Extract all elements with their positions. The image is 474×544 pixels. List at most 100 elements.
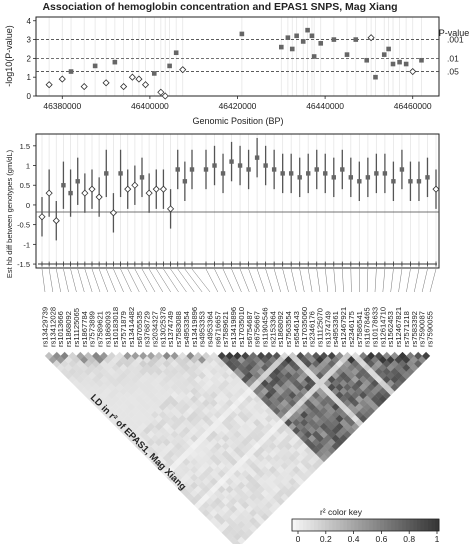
middle-y-tick-label: 0 (26, 201, 30, 210)
top-point-open (102, 79, 110, 87)
top-point (403, 61, 409, 67)
snp-label: rs7586541 (355, 311, 364, 347)
snp-label: rs13025378 (158, 307, 167, 347)
color-key-cell (350, 519, 355, 531)
top-point-open (58, 75, 66, 83)
middle-y-tick-label: 1.5 (20, 142, 30, 151)
top-point (167, 63, 172, 69)
snp-label: rs12467921 (339, 307, 348, 347)
estimate-point-open (159, 185, 167, 193)
color-key-cell (317, 519, 322, 531)
snp-connector (406, 268, 411, 293)
color-key-gradient (292, 519, 440, 531)
estimate-point (212, 163, 217, 168)
color-key-cell (387, 519, 392, 531)
snp-label: rs7571218 (402, 311, 411, 347)
color-key: r² color key 0 0.2 0.4 0.6 0.8 1 (291, 507, 440, 544)
top-x-tick-label: 46440000 (306, 101, 344, 111)
top-y-tick-label: 4 (27, 17, 32, 26)
color-key-cell (424, 519, 429, 531)
estimate-point (280, 171, 285, 176)
color-key-cell (394, 519, 400, 531)
estimate-point (118, 171, 123, 176)
middle-y-tick-label: -1.5 (17, 260, 30, 269)
snp-label: rs2346175 (347, 311, 356, 347)
snp-label: rs7589621 (96, 311, 105, 347)
estimate-point (297, 175, 302, 180)
snp-connector (70, 268, 77, 293)
snp-connector (374, 268, 377, 293)
estimate-point (139, 175, 145, 180)
color-key-tick-label: 0.6 (375, 534, 387, 544)
estimate-point (348, 175, 354, 180)
top-point-open (141, 81, 150, 89)
top-point (309, 33, 315, 39)
snp-connector (63, 268, 69, 293)
middle-y-tick-label: 0.5 (20, 181, 30, 190)
estimate-point (61, 183, 66, 188)
snp-connector (120, 268, 132, 293)
color-key-cell (383, 519, 389, 531)
top-point-open (179, 66, 187, 74)
snp-connector (421, 268, 428, 293)
snp-connector (48, 268, 54, 293)
snp-connector (273, 268, 281, 293)
top-point (381, 52, 387, 57)
snp-label: rs7563554 (284, 311, 293, 347)
color-key-cell (306, 519, 311, 531)
color-key-cell (343, 519, 348, 531)
snp-connector (77, 268, 85, 293)
snp-label: rs13429739 (41, 307, 50, 347)
top-point (419, 57, 424, 63)
estimate-point-open (124, 185, 132, 193)
snp-label: rs13419896 (229, 307, 238, 347)
snp-label: rs10178633 (371, 307, 380, 347)
estimate-point (374, 171, 379, 176)
snp-label: rs7590055 (426, 311, 435, 347)
top-point (294, 33, 299, 39)
estimate-point (75, 179, 80, 184)
top-x-tick-label: 46460000 (394, 101, 432, 111)
top-point (68, 69, 74, 74)
middle-frame (35, 133, 440, 269)
color-key-frame (291, 518, 440, 532)
snp-connector (282, 268, 289, 293)
estimate-point (175, 167, 180, 172)
top-point-open (161, 92, 169, 100)
snp-label: rs6546143 (292, 311, 301, 347)
snp-connector (231, 268, 242, 293)
estimate-point (246, 167, 251, 172)
color-key-cell (314, 519, 319, 531)
snp-connector (106, 268, 116, 293)
snp-label: rs12614710 (378, 307, 387, 347)
estimate-point-open (131, 181, 139, 189)
estimate-point (288, 171, 294, 176)
estimate-point (365, 175, 371, 180)
pvalue-title: P-value (439, 28, 470, 38)
pvalue-label: .001 (447, 35, 464, 45)
top-point (331, 37, 337, 42)
top-y-axis-label: -log10(P-value) (4, 25, 14, 87)
snp-labels: rs13429739rs13412028rs1013666rs1868092rs… (41, 307, 435, 347)
top-point (239, 31, 245, 37)
top-point-open (128, 73, 136, 81)
top-point (318, 41, 324, 46)
color-key-cell (435, 519, 440, 531)
snp-label: rs7571879 (119, 311, 128, 347)
estimate-point-open (88, 185, 96, 193)
snp-label: rs17035010 (237, 307, 246, 347)
snp-connector (239, 268, 250, 293)
estimate-point-open (152, 185, 160, 193)
top-frame (35, 16, 440, 97)
snp-connector (429, 268, 437, 293)
snp-connector (214, 268, 226, 293)
color-key-cell (431, 519, 436, 531)
snp-connector (390, 268, 394, 293)
top-point-open (80, 83, 88, 91)
top-point (373, 74, 378, 80)
color-key-cell (336, 519, 341, 531)
color-key-cell (391, 519, 396, 531)
snp-connector (191, 268, 211, 293)
snp-label: rs4953353 (198, 311, 207, 347)
top-point (289, 46, 295, 52)
